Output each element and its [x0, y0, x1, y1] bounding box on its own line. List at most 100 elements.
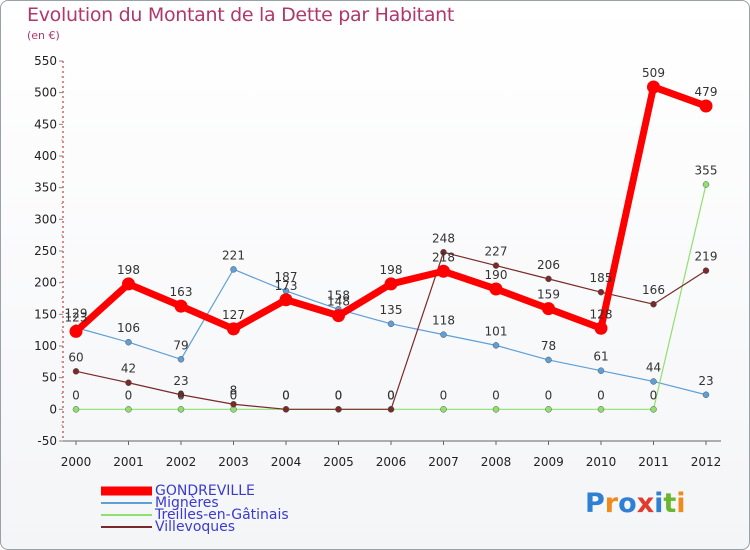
logo-letter: i — [654, 488, 664, 519]
data-label: 23 — [173, 374, 188, 388]
data-point — [230, 266, 237, 273]
chart-legend: GONDREVILLE Mignères Treilles-en-Gâtinais V… — [101, 483, 361, 535]
data-point — [177, 406, 185, 413]
y-tick-label: 350 — [34, 181, 57, 195]
data-label: 23 — [698, 374, 713, 388]
x-tick-label: 2002 — [166, 455, 197, 469]
data-label: 106 — [117, 321, 140, 335]
data-label: 159 — [537, 288, 560, 302]
data-point — [650, 378, 657, 385]
y-tick-label: 400 — [34, 149, 57, 163]
data-point — [125, 338, 132, 346]
data-label: 198 — [117, 263, 140, 277]
x-tick-label: 2000 — [61, 455, 92, 469]
data-label: 221 — [222, 248, 245, 262]
data-label: 123 — [65, 310, 88, 324]
data-label: 101 — [485, 324, 508, 338]
legend-item: Treilles-en-Gâtinais — [101, 507, 361, 523]
data-point — [174, 299, 188, 313]
data-point — [492, 262, 500, 269]
data-point — [279, 293, 293, 307]
data-label: 206 — [537, 258, 560, 272]
data-label: 227 — [485, 245, 508, 259]
legend-item: Villevoques — [101, 519, 361, 535]
x-tick-label: 2005 — [323, 455, 354, 469]
data-point — [282, 406, 290, 413]
x-tick-label: 2003 — [218, 455, 249, 469]
data-point — [177, 391, 185, 399]
data-label: 79 — [173, 338, 188, 352]
x-tick-label: 2001 — [113, 455, 144, 469]
data-label: 219 — [695, 250, 718, 264]
data-point — [492, 342, 500, 349]
data-point — [647, 80, 660, 94]
data-point — [125, 406, 132, 413]
legend-swatch — [101, 486, 152, 496]
data-point — [332, 309, 345, 323]
data-label: 198 — [380, 263, 403, 277]
data-point — [545, 356, 552, 364]
data-point — [542, 302, 555, 316]
data-label: 0 — [597, 388, 605, 402]
x-tick-label: 2006 — [376, 455, 407, 469]
data-label: 0 — [282, 388, 290, 402]
data-point — [702, 181, 710, 188]
chart-unit-label: (en €) — [27, 29, 60, 42]
x-tick-label: 2007 — [428, 455, 459, 469]
data-point — [545, 275, 552, 283]
data-point — [387, 406, 395, 413]
data-label: 0 — [335, 388, 343, 402]
logo-letter: P — [585, 488, 605, 519]
data-point — [699, 99, 713, 113]
logo-letter: o — [618, 488, 637, 519]
data-point — [597, 406, 605, 413]
data-point — [437, 264, 450, 278]
logo-letter: x — [636, 488, 655, 519]
data-label: 42 — [121, 362, 136, 376]
data-point — [72, 368, 80, 375]
data-point — [177, 356, 185, 363]
data-point — [489, 282, 503, 296]
data-label: 0 — [387, 388, 395, 402]
data-point — [440, 406, 447, 413]
data-label: 61 — [593, 350, 608, 364]
proxiti-logo: Proxiti — [585, 488, 686, 519]
data-label: 0 — [177, 388, 185, 402]
y-tick-label: 50 — [42, 371, 57, 385]
logo-letter: r — [604, 488, 619, 519]
data-label: 0 — [282, 388, 290, 402]
data-point — [384, 277, 398, 291]
legend-swatch — [101, 502, 152, 504]
data-label: 78 — [541, 339, 556, 353]
y-tick-label: 250 — [34, 244, 57, 258]
data-label: 128 — [590, 307, 613, 321]
y-tick-label: 100 — [34, 339, 57, 353]
data-point — [230, 401, 237, 408]
data-point — [335, 406, 342, 413]
data-point — [492, 406, 500, 413]
data-label: 218 — [432, 250, 455, 264]
data-label: 60 — [68, 350, 83, 364]
y-tick-label: 200 — [34, 276, 57, 290]
data-label: 248 — [432, 231, 455, 245]
data-label: 187 — [275, 270, 298, 284]
x-tick-label: 2012 — [691, 455, 722, 469]
y-tick-label: -50 — [37, 434, 57, 448]
legend-label: GONDREVILLE — [155, 483, 255, 499]
data-point — [387, 320, 395, 328]
data-label: 0 — [125, 388, 133, 402]
legend-label: Mignères — [155, 495, 219, 511]
legend-swatch — [101, 514, 152, 516]
y-tick-label: 450 — [34, 117, 57, 131]
data-label: 509 — [642, 66, 665, 80]
legend-swatch — [101, 526, 152, 528]
y-tick-label: 300 — [34, 212, 57, 226]
data-label: 173 — [275, 279, 298, 293]
data-label: 44 — [646, 360, 661, 374]
data-label: 0 — [230, 388, 238, 402]
data-label: 479 — [695, 85, 718, 99]
y-tick-label: 0 — [49, 402, 57, 416]
y-tick-label: 150 — [34, 307, 57, 321]
